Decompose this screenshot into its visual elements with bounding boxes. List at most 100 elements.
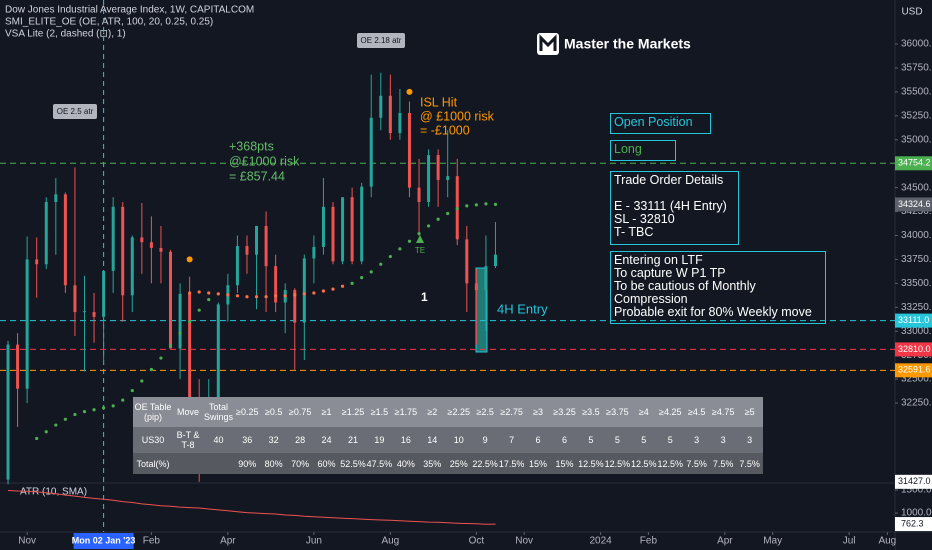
atr-tag bbox=[895, 517, 932, 532]
table-header-cell: ≥4.75 bbox=[711, 407, 735, 417]
y-tick-label: 33250.0 bbox=[901, 302, 932, 313]
indicator-dot bbox=[111, 404, 115, 408]
annotation: TE bbox=[415, 246, 425, 255]
indicator-dot bbox=[379, 262, 383, 266]
candle-body bbox=[44, 201, 48, 265]
indicator-dot bbox=[226, 293, 230, 297]
indicator-dot bbox=[283, 294, 287, 298]
candle-body bbox=[73, 285, 77, 313]
table-cell: 10 bbox=[453, 435, 464, 445]
indicator-dot bbox=[197, 308, 201, 312]
oe-label: OE 2.5 atr bbox=[57, 107, 94, 116]
table-cell: 36 bbox=[242, 435, 253, 445]
table-cell: 90% bbox=[238, 458, 257, 469]
candle-body bbox=[446, 176, 450, 180]
indicator-dot bbox=[340, 284, 345, 288]
candle-body bbox=[235, 246, 239, 286]
table-cell: Total(%) bbox=[136, 458, 170, 469]
candle-body bbox=[35, 259, 39, 265]
table-header-cell: Total Swings bbox=[204, 402, 234, 422]
indicator-dot bbox=[360, 276, 364, 280]
candle-body bbox=[465, 239, 469, 284]
annotation: 4H Entry bbox=[497, 301, 548, 316]
table-cell: 28 bbox=[295, 435, 306, 445]
table-cell: 25% bbox=[449, 458, 468, 469]
panel-text: Probable exit for 80% Weekly move bbox=[614, 305, 812, 319]
y-tick-label: 35750.0 bbox=[901, 63, 932, 74]
candle-body bbox=[312, 246, 316, 259]
x-tick-label: Aug bbox=[878, 536, 896, 547]
table-cell: 24 bbox=[321, 435, 332, 445]
y-tick-label: 32250.0 bbox=[901, 398, 932, 409]
candle-body bbox=[149, 242, 153, 248]
table-cell: B-T & T-8 bbox=[176, 430, 200, 450]
table-cell: 5 bbox=[588, 435, 594, 445]
candle-body bbox=[255, 225, 259, 255]
table-cell: 3 bbox=[747, 435, 753, 445]
indicator-dot bbox=[54, 423, 58, 427]
table-cell: 80% bbox=[264, 458, 283, 469]
indicator-dot bbox=[302, 292, 306, 296]
price-tag bbox=[895, 313, 932, 328]
table-cell: 5 bbox=[614, 435, 620, 445]
price-tag bbox=[895, 474, 932, 489]
table-header-cell: ≥0.75 bbox=[288, 407, 312, 417]
price-tag-label: 31427.0 bbox=[898, 476, 931, 486]
indicator-dot bbox=[245, 295, 249, 299]
candle-body bbox=[427, 155, 431, 202]
indicator-dot bbox=[178, 331, 182, 335]
candle-body bbox=[436, 155, 440, 180]
table-cell: 40 bbox=[213, 435, 224, 445]
candle-body bbox=[6, 344, 10, 480]
table-row: Total(%) 90% 80% 70% 60% 52.5% 47.5% 40% 35% 25% 2… bbox=[133, 453, 763, 474]
candle-body bbox=[350, 197, 354, 262]
x-tick-label: Oct bbox=[469, 536, 485, 547]
panel-text: Long bbox=[614, 142, 642, 156]
table-cell: 6 bbox=[535, 435, 541, 445]
indicator-dot bbox=[44, 430, 48, 434]
panel-text: Entering on LTF bbox=[614, 253, 703, 267]
x-tick-label: Jun bbox=[306, 536, 322, 547]
price-tag bbox=[895, 342, 932, 357]
table-cell: 52.5% bbox=[340, 458, 366, 469]
indicator-dot bbox=[369, 270, 373, 274]
indicator-dot bbox=[398, 247, 402, 251]
table-cell: 12.5% bbox=[578, 458, 604, 469]
x-tick-label: Nov bbox=[515, 536, 533, 547]
table-header-cell: ≥1.75 bbox=[394, 407, 418, 417]
table-header-cell: ≥2 bbox=[427, 407, 438, 417]
indicator-dot bbox=[350, 281, 354, 285]
indicator-dot bbox=[121, 398, 125, 402]
table-cell: 12.5% bbox=[604, 458, 631, 469]
indicator-dot bbox=[92, 408, 96, 412]
currency[interactable]: USD bbox=[901, 7, 922, 18]
x-tick-label: Nov bbox=[18, 536, 36, 547]
panel-text: To be cautious of Monthly bbox=[614, 279, 756, 293]
table-header-cell: ≥4 bbox=[638, 407, 649, 417]
table-header-cell: ≥3.25 bbox=[553, 407, 576, 417]
y-tick-label: 1000.0 bbox=[901, 508, 932, 519]
candle-body bbox=[331, 206, 335, 262]
atr-line bbox=[7, 490, 496, 525]
indicator-dot bbox=[216, 292, 220, 296]
x-tick-label: Apr bbox=[717, 536, 733, 547]
atr-title: ATR (10, SMA) bbox=[20, 487, 87, 498]
indicator-dot bbox=[274, 294, 278, 298]
indicator-dot bbox=[465, 204, 469, 208]
table-cell: 40% bbox=[396, 458, 415, 469]
table-cell: 47.5% bbox=[366, 458, 393, 469]
x-tick-label: Jul bbox=[843, 536, 856, 547]
indicator-dot bbox=[35, 436, 39, 441]
chart-title: Dow Jones Industrial Average Index, 1W, … bbox=[5, 5, 254, 16]
indicator-dot bbox=[188, 320, 192, 324]
table-header-cell: ≥4.5 bbox=[687, 407, 706, 417]
indicator-dot bbox=[264, 295, 268, 299]
table-header-cell: ≥0.5 bbox=[264, 407, 283, 417]
price-tag-label: 32810.0 bbox=[898, 344, 931, 354]
atr-tag-label: 762.3 bbox=[901, 518, 924, 528]
candle-body bbox=[484, 266, 488, 291]
indicator-dot bbox=[130, 388, 134, 393]
direction-box: Long bbox=[610, 140, 676, 161]
y-tick-label: 34000.0 bbox=[901, 230, 932, 241]
